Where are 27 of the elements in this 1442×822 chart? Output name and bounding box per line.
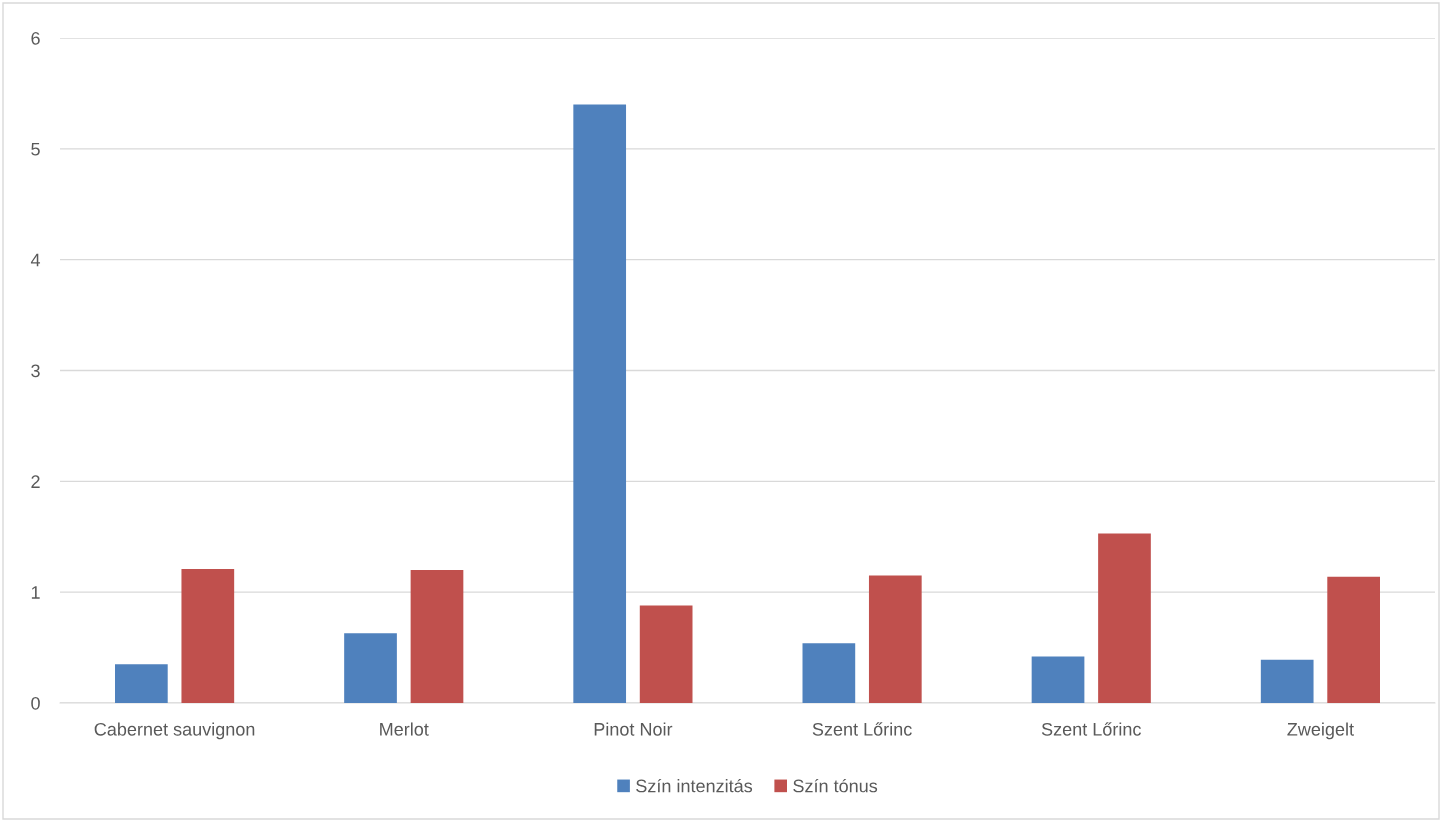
- bar: [639, 605, 693, 703]
- x-tick-label: Zweigelt: [1287, 722, 1354, 740]
- bar: [115, 664, 168, 703]
- bar: [1031, 656, 1085, 703]
- y-tick-label: 5: [31, 142, 40, 156]
- x-tick-label: Szent Lőrinc: [812, 722, 912, 736]
- bar: [802, 643, 856, 703]
- x-tick-label: Pinot Noir: [594, 722, 673, 736]
- legend-label: Szín intenzitás: [636, 778, 753, 793]
- y-tick-label: 0: [31, 696, 40, 710]
- bar: [1327, 576, 1380, 703]
- x-tick-label: Szent Lőrinc: [1041, 722, 1141, 736]
- y-tick-label: 6: [31, 31, 40, 45]
- x-tick-label: Cabernet sauvignon: [94, 722, 255, 740]
- bar: [410, 570, 464, 703]
- bar: [181, 568, 235, 703]
- legend-label: Szín tónus: [793, 778, 878, 793]
- bar: [1098, 533, 1151, 703]
- y-tick-label: 1: [31, 586, 40, 599]
- y-tick-label: 4: [30, 253, 41, 267]
- bar: [868, 575, 922, 703]
- x-tick-label: Merlot: [380, 722, 429, 736]
- y-tick-label: 3: [31, 364, 40, 378]
- bar: [573, 104, 627, 703]
- bar: [1260, 659, 1314, 703]
- bar: [344, 633, 397, 703]
- y-tick-label: 2: [31, 475, 40, 488]
